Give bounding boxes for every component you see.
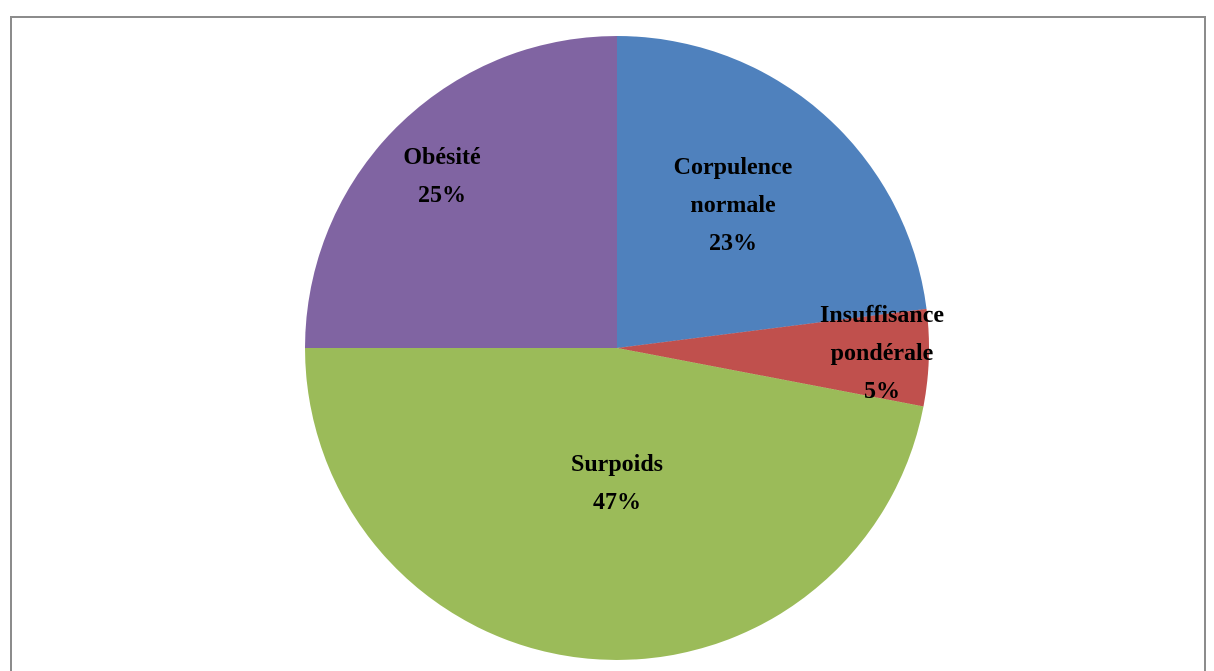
category-label: Corpulence normale [673, 154, 793, 218]
value-label: 23% [709, 230, 757, 256]
slice-label: Obésité 25% [352, 138, 532, 214]
category-label: Insuffisance pondérale [819, 302, 945, 366]
value-label: 25% [418, 182, 466, 208]
slice-label: Corpulence normale 23% [643, 148, 823, 262]
pie-slice [617, 308, 929, 407]
value-label: 5% [864, 378, 900, 404]
pie-slice [305, 348, 924, 661]
category-label: Surpoids [570, 451, 664, 477]
category-label: Obésité [403, 144, 481, 170]
chart-frame [10, 16, 1206, 671]
slice-label: Surpoids 47% [527, 445, 707, 521]
pie-slice [617, 36, 927, 348]
slice-label: Insuffisance pondérale 5% [792, 296, 972, 410]
value-label: 47% [593, 489, 641, 515]
pie-slice [305, 36, 617, 348]
